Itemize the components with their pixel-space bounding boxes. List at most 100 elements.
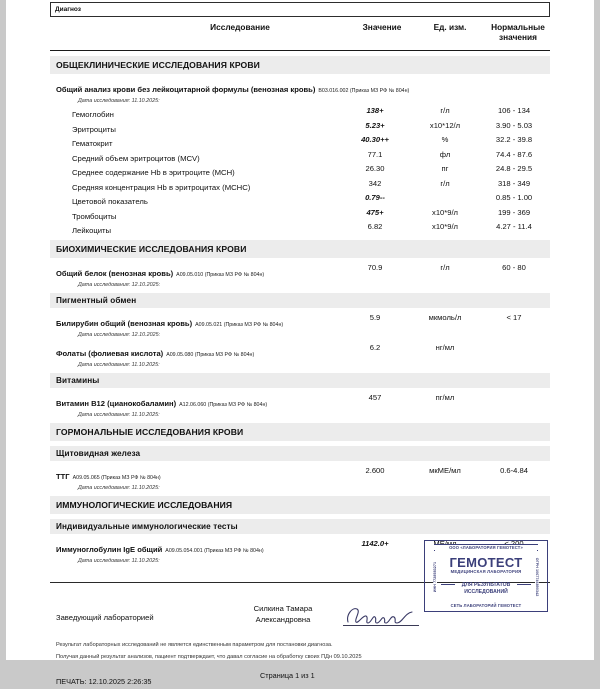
- param-name: Тромбоциты: [72, 211, 117, 221]
- param-row: Средняя концентрация Hb в эритроцитах (M…: [50, 177, 550, 192]
- param-unit: г/л: [440, 106, 450, 115]
- stamp-dash-left: [441, 584, 455, 585]
- footer-divider: [50, 581, 550, 583]
- param-row: Эритроциты 5.23+ x10*12/л 3.90 - 5.03: [50, 119, 550, 134]
- param-row: Средний объем эритроцитов (MCV) 77.1 фл 74.…: [50, 148, 550, 163]
- subsection-header: Пигментный обмен: [50, 292, 550, 308]
- results-table: ОБЩЕКЛИНИЧЕСКИЕ ИССЛЕДОВАНИЯ КРОВИ Общий …: [50, 56, 550, 564]
- test-title-wrap: Витамин B12 (цианокобаламин) A12.06.060 (…: [56, 393, 267, 410]
- param-value: 40.30++: [361, 135, 389, 144]
- param-value: 26.30: [365, 164, 385, 173]
- test-code: B03.016.002 (Приказ МЗ РФ № 804н): [318, 88, 410, 94]
- test-code: A09.05.065 (Приказ МЗ РФ № 804н): [72, 474, 161, 481]
- section-header: ГОРМОНАЛЬНЫЕ ИССЛЕДОВАНИЯ КРОВИ: [50, 422, 550, 441]
- param-name: Лейкоциты: [72, 226, 112, 235]
- test-row: Общий белок (венозная кровь) A09.05.010 (…: [50, 263, 550, 288]
- test-code: A12.06.060 (Приказ МЗ РФ № 804н): [179, 401, 268, 408]
- test-row: Иммуноглобулин IgE общий A09.05.054.001 (…: [50, 539, 550, 564]
- laboratory-stamp: ООО «ЛАБОРАТОРИЯ ГЕМОТЕСТ» ГЕМОТЕСТ МЕДИ…: [424, 540, 548, 612]
- test-value: 5.9: [369, 312, 381, 322]
- test-code: A09.05.080 (Приказ МЗ РФ № 804н): [166, 351, 255, 358]
- param-row: Цветовой показатель 0.79-- 0.85 - 1.00: [50, 191, 550, 206]
- test-unit: мкмоль/л: [428, 312, 462, 322]
- param-row: Среднее содержание Hb в эритроците (MCH)…: [50, 162, 550, 177]
- param-norm: 4.27 - 11.4: [496, 222, 532, 231]
- subsection-header: Витамины: [50, 372, 550, 388]
- test-unit: нг/мл: [435, 342, 455, 352]
- table-column-header: Исследование Значение Ед. изм. Нормальны…: [50, 20, 550, 51]
- test-title-wrap: ТТГ A09.05.065 (Приказ МЗ РФ № 804н): [56, 466, 161, 483]
- param-name: Средний объем эритроцитов (MCV): [72, 153, 200, 163]
- column-header-study: Исследование: [210, 22, 270, 32]
- param-name: Среднее содержание Hb в эритроците (MCH): [72, 168, 235, 177]
- param-unit: x10*9/л: [432, 207, 458, 217]
- param-value: 475+: [366, 207, 384, 217]
- subsection-header: Щитовидная железа: [50, 445, 550, 461]
- handwritten-signature: [338, 603, 424, 626]
- stamp-purpose-line2: ИССЛЕДОВАНИЙ: [464, 589, 508, 596]
- test-value: 457: [368, 392, 382, 402]
- param-norm: 32.2 - 39.8: [495, 135, 533, 144]
- param-norm: 0.85 - 1.00: [495, 193, 533, 202]
- subsection-header: Индивидуальные иммунологические тесты: [50, 518, 550, 534]
- signature-role: Заведующий лабораторией: [56, 612, 154, 622]
- test-date: Дата исследования: 12.10.2025:: [78, 331, 161, 338]
- test-norm: < 200: [504, 538, 524, 548]
- disclaimer-text-2: Получая данный результат анализов, пацие…: [56, 654, 362, 661]
- test-value: 2.600: [365, 465, 385, 475]
- param-value: 0.79--: [365, 193, 385, 202]
- lab-report-page: Диагноз Исследование Значение Ед. изм. Н…: [6, 0, 594, 686]
- stamp-subtitle: МЕДИЦИНСКАЯ ЛАБОРАТОРИЯ: [450, 569, 522, 574]
- param-name: Гематокрит: [72, 139, 113, 148]
- diagnosis-label: Диагноз: [55, 6, 81, 13]
- column-header-value: Значение: [362, 22, 402, 32]
- test-title-wrap: Иммуноглобулин IgE общий A09.05.054.001 (…: [56, 539, 264, 556]
- section-header: ИММУНОЛОГИЧЕСКИЕ ИССЛЕДОВАНИЯ: [50, 495, 550, 514]
- signer-name-line1: Силкина Тамара: [253, 603, 313, 613]
- test-date: Дата исследования: 11.10.2025:: [78, 484, 160, 491]
- param-value: 138+: [366, 106, 384, 115]
- test-date: Дата исследования: 11.10.2025:: [78, 557, 160, 564]
- param-norm: 199 - 369: [497, 207, 531, 217]
- param-value: 342: [368, 178, 382, 188]
- test-title-wrap: Общий анализ крови без лейкоцитарной фор…: [56, 79, 409, 96]
- test-name: Общий анализ крови без лейкоцитарной фор…: [56, 85, 316, 94]
- test-row: Общий анализ крови без лейкоцитарной фор…: [50, 79, 550, 104]
- test-title-wrap: Общий белок (венозная кровь) A09.05.010 (…: [56, 263, 264, 280]
- section-header: БИОХИМИЧЕСКИЕ ИССЛЕДОВАНИЯ КРОВИ: [50, 239, 550, 258]
- param-row: Гемоглобин 138+ г/л 106 - 134: [50, 104, 550, 119]
- column-header-norm-line1: Нормальные: [491, 22, 545, 32]
- param-value: 77.1: [367, 149, 383, 159]
- param-name: Гемоглобин: [72, 110, 114, 119]
- param-name: Цветовой показатель: [72, 197, 148, 206]
- param-value: 5.23+: [365, 120, 385, 130]
- test-title-wrap: Фолаты (фолиевая кислота) A09.05.080 (При…: [56, 343, 254, 360]
- signature-icon: [347, 607, 413, 624]
- test-code: A09.05.054.001 (Приказ МЗ РФ № 804н): [165, 547, 264, 554]
- param-unit: %: [441, 135, 449, 144]
- print-info-row: ПЕЧАТЬ: 12.10.2025 2:26:35 Страница 1 из…: [50, 670, 550, 686]
- stamp-inner-border: [434, 544, 538, 608]
- test-row: Билирубин общий (венозная кровь) A09.05.0…: [50, 313, 550, 338]
- column-header-norm-line2: значения: [499, 32, 537, 43]
- column-header-norm: Нормальные значения: [482, 22, 554, 43]
- diagnosis-box: Диагноз: [50, 2, 550, 17]
- stamp-bottom-text: СЕТЬ ЛАБОРАТОРИЙ ГЕМОТЕСТ: [425, 603, 547, 608]
- test-unit: г/л: [440, 262, 450, 272]
- param-norm: 106 - 134: [497, 106, 531, 115]
- stamp-side-inn: ИНН 7728583271: [433, 551, 437, 603]
- signature-line: [343, 624, 419, 626]
- test-name: Общий белок (венозная кровь): [56, 268, 174, 278]
- param-unit: x10*9/л: [432, 222, 458, 231]
- signer-name-line2: Александровна: [255, 614, 311, 624]
- page-number: Страница 1 из 1: [260, 670, 315, 680]
- disclaimer-block: Результат лабораторных исследований не я…: [50, 642, 550, 661]
- test-date: Дата исследования: 11.10.2025:: [78, 411, 160, 418]
- param-unit: фл: [439, 149, 451, 159]
- param-norm: 3.90 - 5.03: [495, 120, 533, 130]
- stamp-brand: ГЕМОТЕСТ: [449, 555, 523, 570]
- test-row: ТТГ A09.05.065 (Приказ МЗ РФ № 804н) 2.600…: [50, 466, 550, 491]
- test-code: A09.05.021 (Приказ МЗ РФ № 804н): [195, 321, 284, 328]
- test-value: 70.9: [367, 262, 383, 272]
- test-row: Витамин B12 (цианокобаламин) A12.06.060 (…: [50, 393, 550, 418]
